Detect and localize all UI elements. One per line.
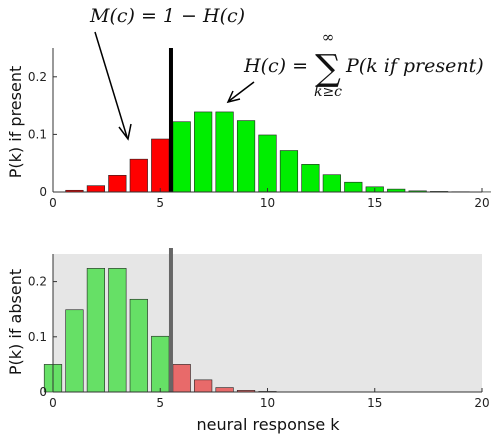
- bar-k-13: [322, 174, 341, 193]
- hit-arrow: [226, 81, 255, 104]
- miss-arrow: [94, 31, 132, 141]
- x-tick-label: 10: [260, 196, 275, 210]
- bar-k-1: [65, 309, 84, 393]
- bar-k-5: [151, 335, 170, 393]
- bar-k-8: [215, 111, 234, 193]
- y-axis-label-present: P(k) if present: [6, 66, 25, 178]
- bar-k-7: [194, 111, 213, 193]
- x-axis-label: neural response k: [196, 415, 340, 434]
- miss-formula: M(c) = 1 − H(c): [89, 5, 245, 27]
- bar-k-4: [129, 158, 148, 193]
- chart-absent: 0 5 10 15 20 0 0.1 0.2 P(k) if absent neural re…: [6, 248, 490, 434]
- y-tick-label: 0.2: [28, 70, 47, 84]
- bar-k-14: [344, 181, 363, 193]
- x-tick-label: 15: [367, 196, 382, 210]
- x-tick-label: 15: [367, 396, 382, 410]
- hit-formula-sum-top: ∞: [322, 28, 335, 46]
- hit-formula-sum-bottom: k≥c: [314, 84, 342, 100]
- bar-k-3: [108, 174, 127, 193]
- hit-formula-sum-symbol: ∑: [315, 48, 341, 89]
- bar-k-5: [151, 138, 170, 193]
- y-tick-label: 0: [39, 385, 47, 399]
- bar-k-11: [279, 150, 299, 193]
- bar-k-10: [258, 134, 277, 193]
- annotations: M(c) = 1 − H(c) H(c) = ∞ ∑ k≥c P(k if pr…: [89, 5, 484, 141]
- x-tick-label: 20: [474, 396, 489, 410]
- bar-k-3: [108, 268, 127, 393]
- y-tick-label: 0.1: [28, 330, 47, 344]
- bar-k-12: [301, 164, 320, 193]
- bar-k-2: [86, 185, 105, 193]
- x-tick-label: 5: [156, 196, 164, 210]
- hit-formula-rhs: P(k if present): [345, 55, 484, 77]
- y-tick-label: 0.1: [28, 127, 47, 141]
- x-tick-label: 20: [474, 196, 489, 210]
- bar-k-9: [236, 120, 256, 193]
- x-tick-label: 10: [260, 396, 275, 410]
- x-tick-label: 0: [49, 196, 57, 210]
- bar-k-6: [172, 121, 191, 193]
- bar-k-4: [129, 298, 148, 393]
- bar-k-2: [86, 268, 105, 393]
- bar-k-8: [215, 387, 234, 393]
- y-tick-label: 0.2: [28, 275, 47, 289]
- x-tick-label: 5: [156, 396, 164, 410]
- x-tick-label: 0: [49, 396, 57, 410]
- y-tick-label: 0: [39, 185, 47, 199]
- y-axis-label-absent: P(k) if absent: [6, 269, 25, 375]
- hit-formula-lhs: H(c) =: [243, 55, 308, 77]
- bar-k-7: [194, 379, 213, 393]
- bar-k-6: [172, 364, 191, 393]
- chart-present: 0 5 10 15 20 0 0.1 0.2 P(k) if present: [6, 48, 491, 210]
